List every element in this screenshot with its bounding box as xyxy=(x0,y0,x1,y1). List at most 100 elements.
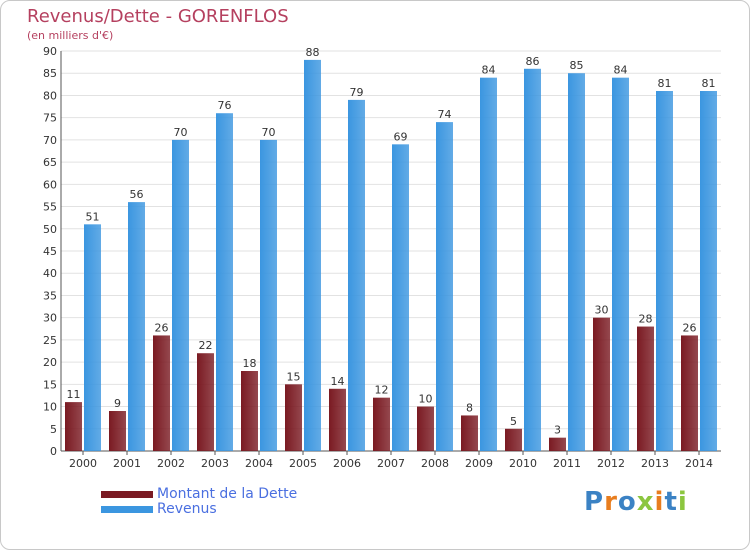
y-tick-label: 55 xyxy=(43,201,57,214)
y-tick-label: 30 xyxy=(43,312,57,325)
x-tick-label: 2006 xyxy=(333,457,361,470)
bars xyxy=(65,59,717,452)
data-label-dette: 5 xyxy=(510,415,517,428)
x-tick-label: 2010 xyxy=(509,457,537,470)
data-label-revenus: 88 xyxy=(306,46,320,59)
data-label-dette: 10 xyxy=(419,393,433,406)
y-tick-label: 85 xyxy=(43,67,57,80)
proxiti-logo: Proxiti xyxy=(584,487,688,517)
bar-dette xyxy=(241,371,258,451)
bar-revenus xyxy=(128,202,145,451)
data-label-revenus: 84 xyxy=(614,64,628,77)
bar-dette xyxy=(65,402,82,451)
data-label-revenus: 81 xyxy=(702,77,716,90)
data-label-dette: 26 xyxy=(155,321,169,334)
bar-dette xyxy=(109,411,126,451)
data-label-dette: 12 xyxy=(375,384,389,397)
y-tick-label: 50 xyxy=(43,223,57,236)
data-label-dette: 11 xyxy=(67,388,81,401)
x-tick-label: 2013 xyxy=(641,457,669,470)
bar-dette xyxy=(197,353,214,451)
bar-revenus xyxy=(480,77,497,452)
x-tick-label: 2004 xyxy=(245,457,273,470)
y-tick-label: 60 xyxy=(43,178,57,191)
y-axis-ticks: 0 5 10 15 20 25 30 35 40 45 50 55 60 65 70 75 80 85 90 xyxy=(43,45,57,458)
bar-dette xyxy=(681,335,698,451)
data-label-revenus: 85 xyxy=(570,59,584,72)
y-tick-label: 65 xyxy=(43,156,57,169)
x-tick-label: 2007 xyxy=(377,457,405,470)
data-label-revenus: 79 xyxy=(350,86,364,99)
x-tick-label: 2000 xyxy=(69,457,97,470)
bar-revenus xyxy=(568,73,585,451)
grid-lines xyxy=(60,50,721,452)
data-label-revenus: 81 xyxy=(658,77,672,90)
data-label-dette: 15 xyxy=(287,370,301,383)
data-label-revenus: 74 xyxy=(438,108,452,121)
x-tick-label: 2005 xyxy=(289,457,317,470)
bar-revenus xyxy=(216,113,233,451)
x-tick-label: 2003 xyxy=(201,457,229,470)
bar-dette xyxy=(285,384,302,451)
data-label-dette: 14 xyxy=(331,375,345,388)
x-tick-label: 2008 xyxy=(421,457,449,470)
y-tick-label: 20 xyxy=(43,356,57,369)
y-tick-label: 25 xyxy=(43,334,57,347)
y-tick-label: 90 xyxy=(43,45,57,58)
y-tick-label: 10 xyxy=(43,401,57,414)
bar-revenus xyxy=(524,68,541,452)
y-tick-label: 40 xyxy=(43,267,57,280)
data-labels: 11 51 9 56 26 70 22 76 18 70 15 88 14 79 12 69 10 74 8 84 5 8… xyxy=(67,46,716,437)
chart-subtitle: (en milliers d'€) xyxy=(27,29,114,42)
bar-dette xyxy=(461,415,478,451)
bar-revenus xyxy=(84,224,101,451)
bar-revenus xyxy=(260,139,277,451)
bar-dette xyxy=(637,326,654,451)
bar-revenus xyxy=(304,59,321,452)
x-tick-label: 2014 xyxy=(685,457,713,470)
y-tick-label: 15 xyxy=(43,378,57,391)
y-tick-label: 45 xyxy=(43,245,57,258)
data-label-revenus: 84 xyxy=(482,64,496,77)
y-tick-label: 5 xyxy=(50,423,57,436)
bar-dette xyxy=(373,397,390,451)
data-label-dette: 18 xyxy=(243,357,257,370)
data-label-dette: 22 xyxy=(199,339,213,352)
legend-label-revenus: Revenus xyxy=(157,501,217,517)
data-label-dette: 26 xyxy=(683,321,697,334)
x-tick-label: 2011 xyxy=(553,457,581,470)
y-tick-label: 70 xyxy=(43,134,57,147)
bar-dette xyxy=(417,406,434,451)
x-tick-label: 2012 xyxy=(597,457,625,470)
bar-revenus xyxy=(656,91,673,451)
bar-dette xyxy=(549,437,566,451)
y-tick-label: 80 xyxy=(43,89,57,102)
data-label-revenus: 86 xyxy=(526,55,540,68)
data-label-dette: 30 xyxy=(595,304,609,317)
y-tick-label: 0 xyxy=(50,445,57,458)
legend-swatch-revenus xyxy=(101,506,153,513)
bar-dette xyxy=(593,317,610,451)
bar-revenus xyxy=(700,91,717,451)
data-label-revenus: 56 xyxy=(130,188,144,201)
bar-revenus xyxy=(172,139,189,451)
legend-swatch-dette xyxy=(101,491,153,498)
bar-revenus xyxy=(612,77,629,452)
data-label-dette: 28 xyxy=(639,313,653,326)
x-tick-label: 2001 xyxy=(113,457,141,470)
legend-label-dette: Montant de la Dette xyxy=(157,486,298,502)
y-tick-label: 75 xyxy=(43,112,57,125)
data-label-dette: 9 xyxy=(114,397,121,410)
data-label-revenus: 69 xyxy=(394,130,408,143)
bar-dette xyxy=(505,428,522,451)
y-tick-label: 35 xyxy=(43,289,57,302)
x-axis-ticks: 2000 2001 2002 2003 2004 2005 2006 2007 2008 2009… xyxy=(69,451,713,470)
bar-revenus xyxy=(436,122,453,451)
data-label-dette: 3 xyxy=(554,424,561,437)
data-label-revenus: 70 xyxy=(174,126,188,139)
x-tick-label: 2002 xyxy=(157,457,185,470)
data-label-revenus: 51 xyxy=(86,210,100,223)
chart-title: Revenus/Dette - GORENFLOS xyxy=(27,6,289,27)
